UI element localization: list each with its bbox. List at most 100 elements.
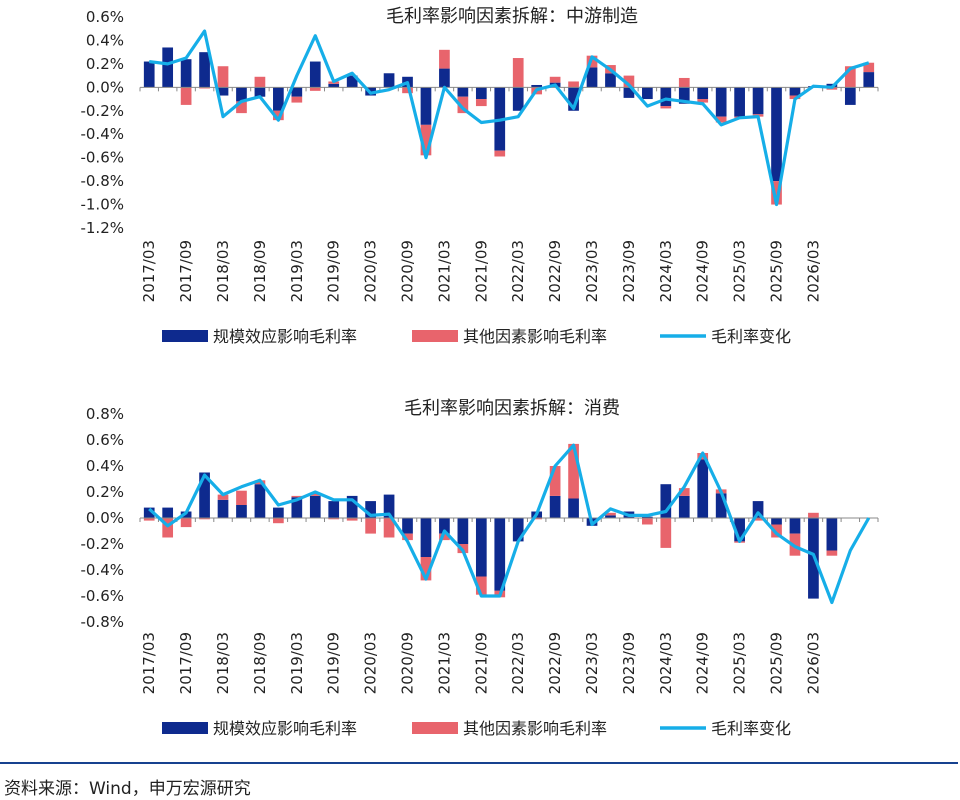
y-tick-label: 0.6%: [86, 431, 124, 449]
bar-other-factors: [752, 518, 764, 521]
bar-scale-effect: [605, 73, 616, 88]
bar-other-factors: [475, 99, 487, 107]
x-tick-label: 2019/03: [288, 240, 306, 302]
x-tick-label: 2026/03: [804, 240, 822, 302]
bar-scale-effect: [697, 87, 709, 100]
x-tick-label: 2017/09: [177, 632, 195, 694]
bar-other-factors: [439, 49, 450, 69]
x-tick-label: 2020/03: [362, 240, 380, 302]
bar-scale-effect: [715, 493, 727, 518]
x-tick-label: 2018/03: [214, 240, 232, 302]
bar-scale-effect: [457, 87, 469, 97]
chart-consumption: 毛利率影响因素拆解：消费 0.8% 0.6% 0.4% 0.2% 0.0% -0.2% -0.…: [80, 398, 879, 738]
bar-scale-effect: [236, 505, 247, 518]
bar-scale-effect: [383, 494, 395, 518]
bar-scale-effect: [697, 459, 709, 518]
bar-scale-effect: [180, 59, 192, 88]
bar-other-factors: [291, 495, 303, 498]
bar-scale-effect: [771, 518, 782, 525]
bar-other-factors: [531, 518, 543, 520]
bar-scale-effect: [217, 499, 229, 518]
x-tick-label: 2019/03: [288, 632, 306, 694]
x-tick-label: 2025/09: [768, 632, 786, 694]
y-tick-label: -0.4%: [80, 561, 124, 579]
bar-other-factors: [217, 494, 229, 500]
x-tick-label: 2025/03: [731, 632, 749, 694]
bar-scale-effect: [734, 518, 745, 542]
x-tick-label: 2022/09: [546, 632, 564, 694]
legend-label-change: 毛利率变化: [711, 719, 791, 738]
chart-title: 毛利率影响因素拆解：中游制造: [386, 6, 638, 27]
bar-other-factors: [273, 518, 284, 524]
y-tick-label: 0.2%: [86, 55, 124, 73]
legend-swatch-scale: [162, 330, 208, 342]
bar-scale-effect: [512, 87, 524, 111]
bar-other-factors: [678, 77, 690, 88]
bar-scale-effect: [254, 87, 266, 97]
bar-other-factors: [365, 518, 376, 534]
bar-other-factors: [273, 110, 284, 121]
bar-scale-effect: [143, 507, 155, 518]
y-tick-label: 0.2%: [86, 483, 124, 501]
x-tick-label: 2021/09: [472, 632, 490, 694]
bar-scale-effect: [143, 61, 155, 88]
x-tick-label: 2019/09: [325, 240, 343, 302]
legend-label-scale: 规模效应影响毛利率: [213, 327, 357, 346]
x-tick-label: 2022/03: [509, 632, 527, 694]
bar-scale-effect: [236, 87, 247, 102]
bar-other-factors: [402, 533, 413, 541]
bar-scale-effect: [420, 518, 432, 557]
legend-label-other: 其他因素影响毛利率: [463, 719, 607, 738]
bar-scale-effect: [199, 52, 210, 88]
bar-other-factors: [180, 87, 192, 105]
y-tick-label: 0.0%: [86, 78, 124, 96]
bar-scale-effect: [660, 484, 672, 518]
x-tick-label: 2021/03: [435, 240, 453, 302]
x-tick-label: 2024/09: [694, 632, 712, 694]
line-margin-change: [149, 29, 870, 207]
y-tick-label: -0.8%: [80, 172, 124, 190]
y-tick-label: 0.8%: [86, 405, 124, 423]
bar-scale-effect: [752, 87, 764, 115]
bar-other-factors: [660, 518, 672, 548]
y-tick-label: -0.8%: [80, 613, 124, 631]
bar-scale-effect: [402, 518, 413, 534]
bar-scale-effect: [420, 87, 432, 125]
bar-scale-effect: [328, 83, 340, 88]
bar-scale-effect: [512, 518, 524, 542]
bar-scale-effect: [273, 87, 284, 111]
bar-scale-effect: [826, 518, 838, 551]
bar-scale-effect: [494, 518, 506, 591]
x-tick-label: 2019/09: [325, 632, 343, 694]
bar-other-factors: [475, 576, 487, 595]
bar-scale-effect: [291, 87, 303, 97]
x-tick-label: 2017/09: [177, 240, 195, 302]
bar-other-factors: [494, 150, 506, 157]
bar-scale-effect: [291, 497, 303, 518]
x-tick-label: 2017/03: [140, 240, 158, 302]
x-tick-label: 2018/03: [214, 632, 232, 694]
bar-other-factors: [420, 557, 432, 581]
bar-scale-effect: [715, 87, 727, 117]
bar-other-factors: [660, 106, 672, 109]
bar-other-factors: [439, 533, 450, 541]
bar-scale-effect: [365, 501, 376, 518]
bar-other-factors: [402, 87, 413, 94]
bar-scale-effect: [844, 87, 856, 105]
bar-other-factors: [642, 518, 653, 525]
y-tick-label: -0.6%: [80, 149, 124, 167]
bar-other-factors: [771, 524, 782, 538]
bar-scale-effect: [273, 507, 284, 518]
bar-scale-effect: [642, 87, 653, 100]
bar-other-factors: [549, 466, 561, 496]
footer-divider: [0, 762, 958, 764]
bar-other-factors: [217, 66, 229, 88]
bar-other-factors: [143, 518, 155, 521]
bar-other-factors: [623, 75, 635, 88]
x-tick-label: 2020/09: [399, 632, 417, 694]
x-tick-label: 2026/03: [804, 632, 822, 694]
x-tick-label: 2024/03: [657, 632, 675, 694]
bar-other-factors: [826, 550, 838, 556]
bar-scale-effect: [199, 472, 210, 518]
bar-scale-effect: [568, 87, 579, 111]
